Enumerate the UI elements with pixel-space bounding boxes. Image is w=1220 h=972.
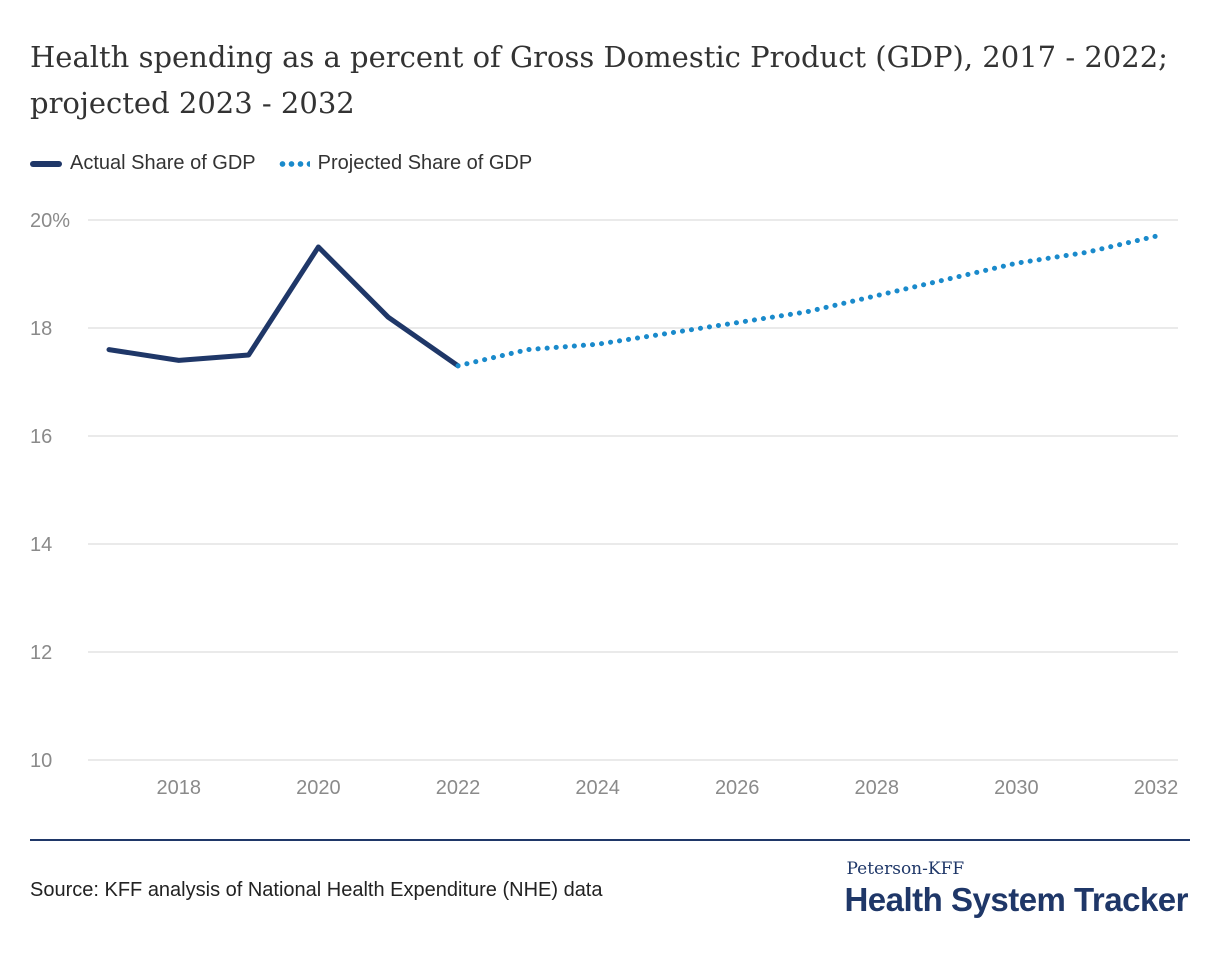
data-point-projected: [805, 310, 809, 314]
x-tick-label: 2026: [715, 777, 760, 799]
legend-label-actual: Actual Share of GDP: [70, 152, 256, 174]
data-point-projected: [735, 321, 739, 325]
data-point-projected: [1154, 234, 1158, 238]
y-tick-label: 18: [30, 318, 52, 340]
x-tick-label: 2018: [157, 777, 202, 799]
brand-main-text: Health System Tracker: [844, 881, 1188, 918]
brand-top-text: Peterson-KFF: [846, 859, 965, 879]
legend-swatch-dotted-line: [277, 160, 310, 167]
legend-swatch-solid-line: [30, 160, 62, 167]
data-point-actual: [107, 348, 111, 352]
data-point-projected: [1084, 250, 1088, 254]
data-point-projected: [526, 348, 530, 352]
data-point-actual: [316, 245, 320, 249]
data-point-projected: [456, 364, 460, 368]
data-point-projected: [945, 277, 949, 281]
x-tick-label: 2032: [1134, 777, 1179, 799]
x-tick-label: 2024: [575, 777, 620, 799]
legend: Actual Share of GDP Projected Share of G…: [30, 152, 554, 175]
data-point-actual: [386, 315, 390, 319]
data-point-projected: [596, 342, 600, 346]
y-tick-label: 12: [30, 642, 52, 664]
y-tick-label: 16: [30, 426, 52, 448]
legend-item-projected: Projected Share of GDP: [277, 152, 533, 175]
y-tick-label: 14: [30, 534, 52, 556]
x-tick-label: 2030: [994, 777, 1039, 799]
source-note: Source: KFF analysis of National Health …: [30, 879, 603, 901]
data-point-projected: [1014, 261, 1018, 265]
brand-logo: Peterson-KFF Health System Tracker: [844, 858, 1188, 920]
x-tick-label: 2022: [436, 777, 481, 799]
chart-title: Health spending as a percent of Gross Do…: [30, 40, 1168, 120]
y-tick-label: 10: [30, 750, 52, 772]
line-chart: 10 12 14 16 18 20% 2018 2020 2022 2024 2026 2028 203…: [30, 210, 1179, 799]
x-tick-label: 2028: [855, 777, 900, 799]
series-line-projected: [455, 233, 1159, 369]
footer-divider: [30, 839, 1190, 841]
legend-item-actual: Actual Share of GDP: [30, 152, 256, 175]
data-point-projected: [875, 294, 879, 298]
data-point-projected: [665, 331, 669, 335]
series-line-actual: [106, 244, 461, 369]
data-point-actual: [247, 353, 251, 357]
y-tick-label: 20%: [30, 210, 70, 232]
legend-label-projected: Projected Share of GDP: [317, 152, 533, 174]
x-tick-label: 2020: [296, 777, 341, 799]
data-point-actual: [177, 358, 181, 362]
